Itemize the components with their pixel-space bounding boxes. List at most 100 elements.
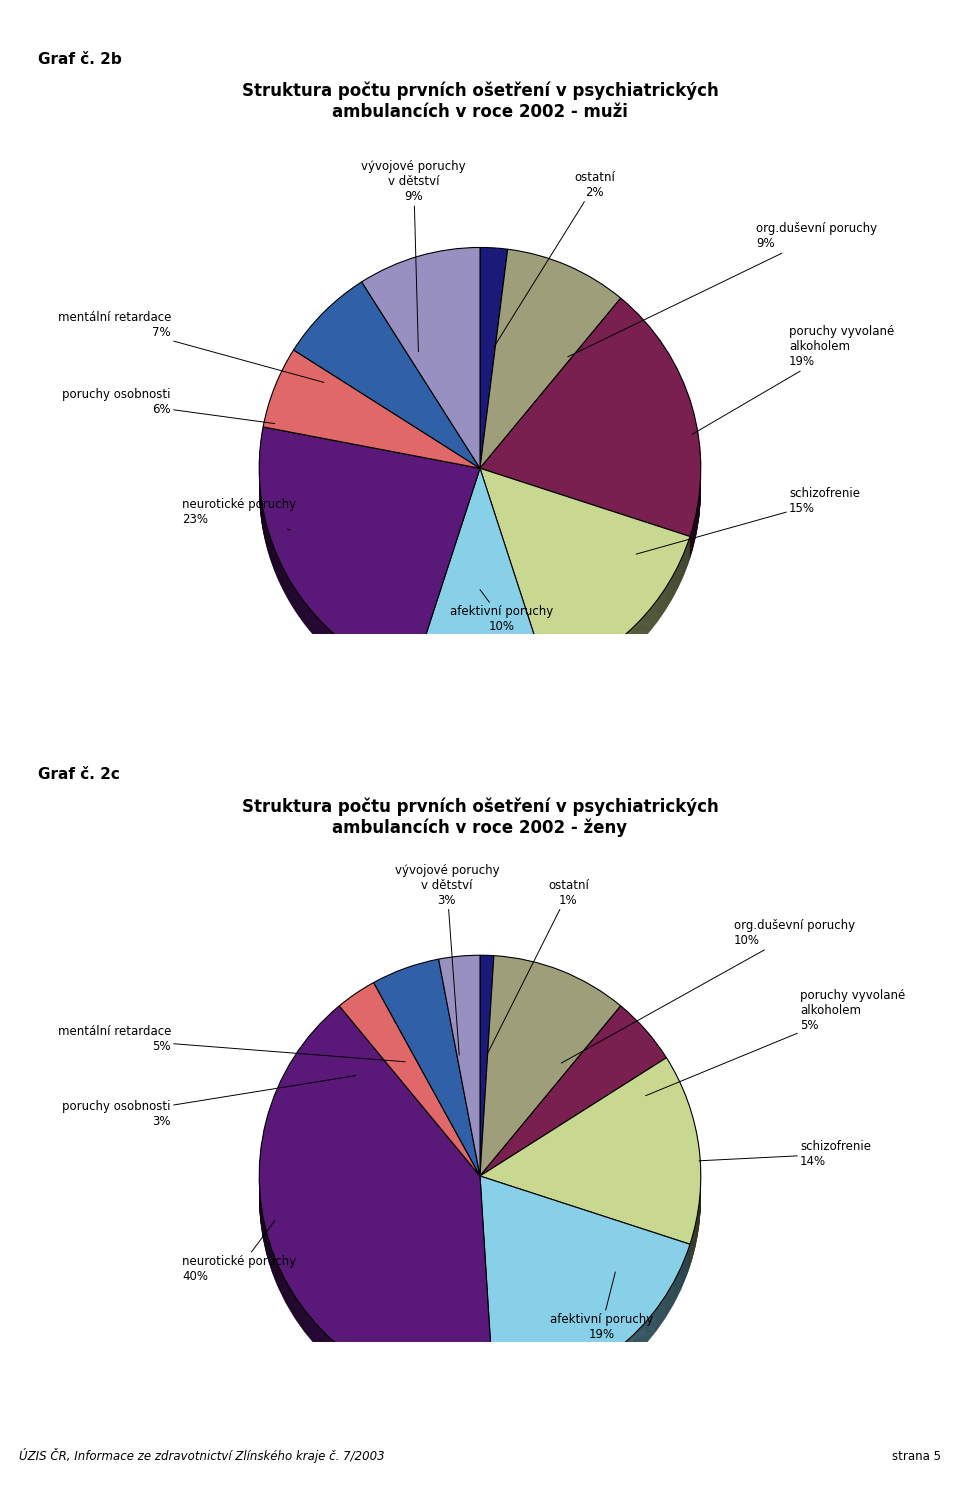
Wedge shape (259, 441, 480, 693)
Wedge shape (480, 317, 701, 556)
Wedge shape (480, 299, 701, 538)
Wedge shape (480, 484, 690, 694)
Wedge shape (480, 302, 701, 541)
Wedge shape (480, 1080, 701, 1266)
Text: ostatní
1%: ostatní 1% (487, 879, 588, 1055)
Wedge shape (259, 1022, 493, 1413)
Wedge shape (480, 471, 690, 681)
Wedge shape (412, 486, 548, 706)
Text: Graf č. 2b: Graf č. 2b (38, 52, 122, 67)
Wedge shape (259, 444, 480, 696)
Text: vývojové poruchy
v dětství
9%: vývojové poruchy v dětství 9% (362, 161, 466, 352)
Wedge shape (412, 483, 548, 703)
Wedge shape (259, 1006, 493, 1396)
Wedge shape (480, 308, 701, 547)
Wedge shape (412, 468, 548, 688)
Wedge shape (480, 1195, 690, 1416)
Wedge shape (480, 1179, 690, 1399)
Wedge shape (480, 1064, 701, 1250)
Wedge shape (480, 1183, 690, 1404)
Wedge shape (480, 301, 701, 539)
Text: strana 5: strana 5 (892, 1450, 941, 1463)
Wedge shape (480, 487, 690, 697)
Wedge shape (480, 1079, 701, 1265)
Wedge shape (412, 484, 548, 705)
Text: poruchy vyvolané
alkoholem
5%: poruchy vyvolané alkoholem 5% (646, 989, 905, 1095)
Wedge shape (259, 448, 480, 700)
Wedge shape (480, 1189, 690, 1410)
Wedge shape (480, 307, 701, 545)
Wedge shape (480, 308, 701, 547)
Wedge shape (412, 471, 548, 691)
Wedge shape (412, 474, 548, 694)
Wedge shape (412, 487, 548, 709)
Wedge shape (480, 1192, 690, 1411)
Wedge shape (259, 1018, 493, 1410)
Wedge shape (480, 1061, 701, 1247)
Text: afektivní poruchy
19%: afektivní poruchy 19% (550, 1272, 653, 1341)
Wedge shape (259, 446, 480, 697)
Wedge shape (259, 435, 480, 685)
Wedge shape (412, 481, 548, 702)
Wedge shape (480, 1065, 701, 1252)
Wedge shape (480, 320, 701, 559)
Wedge shape (259, 1027, 493, 1417)
Wedge shape (480, 1193, 690, 1414)
Text: schizofrenie
14%: schizofrenie 14% (699, 1140, 871, 1168)
Wedge shape (259, 1007, 493, 1398)
Wedge shape (480, 1071, 701, 1259)
Text: org.duševní poruchy
9%: org.duševní poruchy 9% (567, 222, 877, 356)
Wedge shape (412, 480, 548, 702)
Wedge shape (480, 1058, 701, 1244)
Wedge shape (259, 1025, 493, 1417)
Wedge shape (259, 1025, 493, 1416)
Wedge shape (480, 1067, 701, 1255)
Wedge shape (259, 428, 480, 678)
Wedge shape (259, 1009, 493, 1401)
Wedge shape (339, 982, 480, 1176)
Wedge shape (412, 475, 548, 697)
Wedge shape (480, 305, 701, 544)
Wedge shape (480, 1183, 690, 1404)
Wedge shape (480, 304, 701, 542)
Wedge shape (480, 1070, 701, 1256)
Wedge shape (480, 310, 701, 548)
Text: afektivní poruchy
10%: afektivní poruchy 10% (450, 590, 554, 633)
Wedge shape (480, 1177, 690, 1398)
Text: vývojové poruchy
v dětství
3%: vývojové poruchy v dětství 3% (395, 864, 499, 1055)
Text: schizofrenie
15%: schizofrenie 15% (636, 487, 860, 554)
Wedge shape (412, 490, 548, 711)
Wedge shape (480, 1067, 701, 1253)
Wedge shape (480, 955, 621, 1176)
Wedge shape (259, 1016, 493, 1408)
Wedge shape (480, 489, 690, 699)
Wedge shape (480, 311, 701, 550)
Wedge shape (480, 487, 690, 697)
Wedge shape (480, 474, 690, 684)
Text: ostatní
2%: ostatní 2% (493, 171, 615, 347)
Wedge shape (480, 1182, 690, 1402)
Wedge shape (259, 434, 480, 685)
Wedge shape (480, 1192, 690, 1413)
Wedge shape (412, 478, 548, 699)
Wedge shape (259, 1013, 493, 1405)
Wedge shape (480, 316, 701, 554)
Wedge shape (480, 486, 690, 696)
Wedge shape (259, 431, 480, 681)
Text: poruchy vyvolané
alkoholem
19%: poruchy vyvolané alkoholem 19% (692, 325, 895, 435)
Wedge shape (480, 1188, 690, 1408)
Wedge shape (480, 469, 690, 679)
Wedge shape (412, 471, 548, 693)
Text: neurotické poruchy
23%: neurotické poruchy 23% (181, 499, 296, 530)
Wedge shape (259, 432, 480, 684)
Wedge shape (259, 429, 480, 681)
Wedge shape (259, 437, 480, 688)
Text: poruchy osobnosti
6%: poruchy osobnosti 6% (62, 387, 275, 423)
Wedge shape (480, 298, 701, 536)
Wedge shape (259, 1012, 493, 1402)
Wedge shape (480, 301, 701, 539)
Wedge shape (412, 480, 548, 700)
Wedge shape (480, 478, 690, 688)
Text: Struktura počtu prvních ošetření v psychiatrických
ambulancích v roce 2002 - muž: Struktura počtu prvních ošetření v psych… (242, 82, 718, 121)
Wedge shape (480, 313, 701, 551)
